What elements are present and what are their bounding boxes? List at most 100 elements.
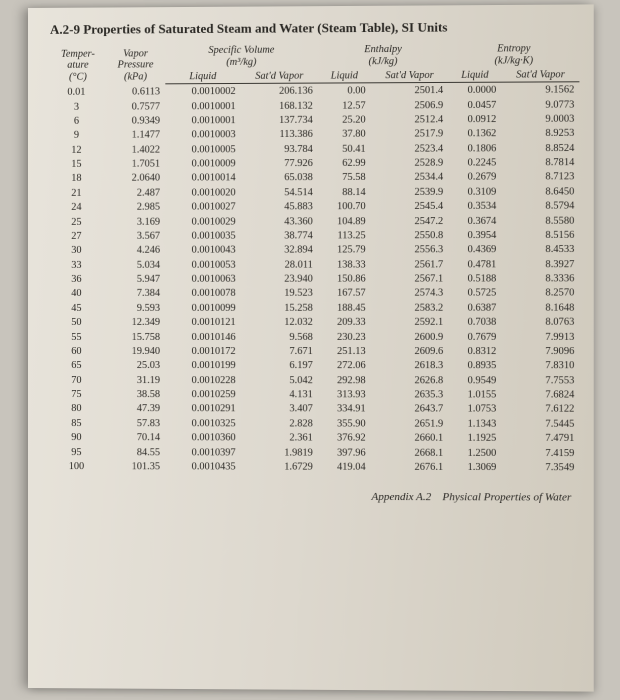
cell: 0.0010035 [165, 229, 241, 244]
cell: 2.828 [241, 416, 318, 431]
cell: 0.8312 [448, 344, 501, 359]
cell: 8.5794 [501, 199, 579, 214]
cell: 7.8310 [501, 359, 579, 374]
cell: 209.33 [318, 315, 371, 329]
cell: 2635.3 [371, 388, 449, 403]
cell: 62.99 [318, 156, 371, 171]
cell: 0.0010291 [165, 402, 241, 417]
cell: 125.79 [318, 243, 371, 258]
cell: 8.6450 [501, 184, 579, 199]
cell: 7.3549 [501, 460, 579, 475]
cell: 32.894 [241, 243, 318, 258]
cell: 7.7553 [501, 373, 579, 388]
cell: 28.011 [241, 257, 318, 272]
cell: 0.0010360 [165, 431, 241, 446]
cell: 0.0010397 [165, 445, 241, 460]
cell: 8.4533 [501, 243, 579, 258]
cell: 2.361 [241, 431, 318, 446]
cell: 12 [50, 143, 106, 158]
cell: 0.9349 [106, 114, 165, 129]
cell: 8.8524 [501, 141, 579, 156]
cell: 251.13 [318, 344, 371, 358]
cell: 60 [50, 344, 106, 358]
cell: 9.1562 [501, 82, 579, 97]
table-row: 8047.390.00102913.407334.912643.71.07537… [50, 402, 579, 417]
cell: 33 [50, 258, 106, 272]
cell: 0.3954 [448, 228, 501, 243]
cell: 6 [50, 114, 106, 129]
cell: 18 [50, 171, 106, 186]
cell: 50.41 [318, 142, 371, 157]
cell: 40 [50, 287, 106, 301]
cell: 2.985 [106, 200, 165, 215]
cell: 3.407 [241, 402, 318, 417]
cell: 101.35 [106, 459, 165, 474]
cell: 1.1925 [448, 431, 501, 446]
cell: 0.0010014 [165, 171, 241, 186]
cell: 2609.6 [371, 344, 449, 358]
cell: 0.6113 [106, 84, 165, 99]
footer-appendix: Appendix A.2 [371, 491, 431, 503]
cell: 0.8935 [448, 359, 501, 374]
cell: 2.487 [106, 186, 165, 201]
table-row: 5515.7580.00101469.568230.232600.90.7679… [50, 330, 579, 345]
table-row: 459.5930.001009915.258188.452583.20.6387… [50, 301, 579, 316]
page: A.2-9 Properties of Saturated Steam and … [28, 4, 594, 691]
steam-table: Temper-ature(°C) VaporPressure(kPa) Spec… [50, 41, 579, 475]
cell: 8.3336 [501, 272, 579, 287]
cell: 0.3674 [448, 214, 501, 229]
cell: 8.1648 [501, 301, 579, 316]
cell: 2.0640 [106, 171, 165, 186]
group-entropy: Entropy(kJ/kg·K) [448, 41, 579, 69]
cell: 8.5580 [501, 213, 579, 228]
cell: 0.3534 [448, 199, 501, 214]
table-row: 304.2460.001004332.894125.792556.30.4369… [50, 243, 579, 258]
cell: 0.3109 [448, 185, 501, 200]
cell: 65 [50, 359, 106, 373]
footer-caption: Physical Properties of Water [442, 491, 571, 503]
cell: 1.6729 [241, 460, 318, 475]
cell: 104.89 [318, 214, 371, 229]
cell: 0.0010027 [165, 200, 241, 215]
cell: 0.0010063 [165, 272, 241, 287]
cell: 0.7679 [448, 330, 501, 345]
cell: 0.5188 [448, 272, 501, 287]
cell: 3.567 [106, 229, 165, 244]
sub-h-liquid: Liquid [318, 69, 371, 84]
cell: 8.3927 [501, 257, 579, 272]
cell: 7.4159 [501, 446, 579, 461]
cell: 2556.3 [371, 243, 449, 258]
cell: 0.0010053 [165, 258, 241, 273]
cell: 2512.4 [371, 112, 449, 127]
cell: 397.96 [318, 445, 371, 460]
cell: 15 [50, 157, 106, 172]
cell: 168.132 [241, 99, 318, 114]
cell: 2583.2 [371, 301, 449, 316]
cell: 0.0010002 [165, 84, 241, 99]
cell: 0.6387 [448, 301, 501, 316]
cell: 272.06 [318, 359, 371, 373]
cell: 38.58 [106, 387, 165, 401]
cell: 0.0000 [448, 83, 501, 98]
cell: 0.4781 [448, 257, 501, 272]
cell: 0.2679 [448, 170, 501, 185]
cell: 85 [50, 416, 106, 430]
cell: 113.386 [241, 127, 318, 142]
table-row: 7031.190.00102285.042292.982626.80.95497… [50, 373, 579, 388]
cell: 19.523 [241, 286, 318, 301]
cell: 0.0010005 [165, 142, 241, 157]
cell: 2550.8 [371, 228, 449, 243]
cell: 9.0003 [501, 112, 579, 127]
cell: 0.0010020 [165, 185, 241, 200]
table-row: 365.9470.001006323.940150.862567.10.5188… [50, 272, 579, 287]
cell: 12.349 [106, 315, 165, 329]
table-head: Temper-ature(°C) VaporPressure(kPa) Spec… [50, 41, 579, 85]
cell: 1.0155 [448, 388, 501, 403]
table-row: 335.0340.001005328.011138.332561.70.4781… [50, 257, 579, 272]
cell: 21 [50, 186, 106, 201]
table-row: 6019.9400.00101727.671251.132609.60.8312… [50, 344, 579, 359]
cell: 0.01 [50, 85, 106, 100]
cell: 70 [50, 373, 106, 387]
cell: 23.940 [241, 272, 318, 287]
cell: 70.14 [106, 431, 165, 446]
